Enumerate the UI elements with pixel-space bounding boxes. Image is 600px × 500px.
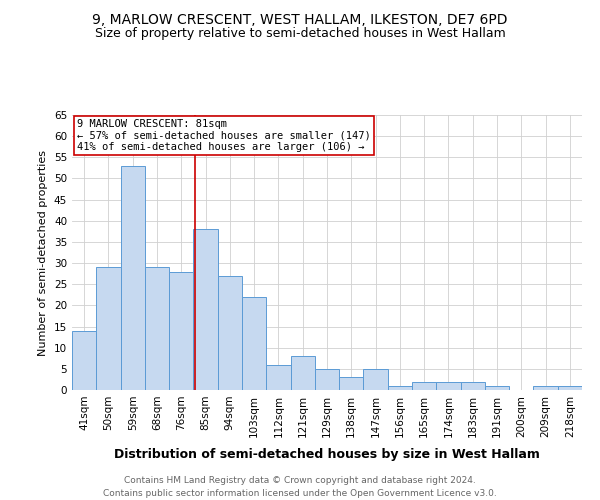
Y-axis label: Number of semi-detached properties: Number of semi-detached properties bbox=[38, 150, 49, 356]
Bar bbox=[485, 386, 509, 390]
Bar bbox=[96, 268, 121, 390]
Text: Size of property relative to semi-detached houses in West Hallam: Size of property relative to semi-detach… bbox=[95, 28, 505, 40]
Bar bbox=[266, 364, 290, 390]
Bar bbox=[290, 356, 315, 390]
Bar bbox=[72, 331, 96, 390]
Bar bbox=[121, 166, 145, 390]
Text: 9, MARLOW CRESCENT, WEST HALLAM, ILKESTON, DE7 6PD: 9, MARLOW CRESCENT, WEST HALLAM, ILKESTO… bbox=[92, 12, 508, 26]
Bar bbox=[461, 382, 485, 390]
Bar bbox=[169, 272, 193, 390]
Bar bbox=[145, 268, 169, 390]
Text: Contains HM Land Registry data © Crown copyright and database right 2024.
Contai: Contains HM Land Registry data © Crown c… bbox=[103, 476, 497, 498]
Bar bbox=[242, 297, 266, 390]
Bar bbox=[412, 382, 436, 390]
Bar bbox=[388, 386, 412, 390]
Text: 9 MARLOW CRESCENT: 81sqm
← 57% of semi-detached houses are smaller (147)
41% of : 9 MARLOW CRESCENT: 81sqm ← 57% of semi-d… bbox=[77, 119, 371, 152]
Bar bbox=[218, 276, 242, 390]
Bar bbox=[436, 382, 461, 390]
Bar bbox=[558, 386, 582, 390]
Bar bbox=[364, 369, 388, 390]
Bar bbox=[193, 229, 218, 390]
Bar bbox=[315, 369, 339, 390]
Bar bbox=[533, 386, 558, 390]
Bar bbox=[339, 378, 364, 390]
X-axis label: Distribution of semi-detached houses by size in West Hallam: Distribution of semi-detached houses by … bbox=[114, 448, 540, 461]
